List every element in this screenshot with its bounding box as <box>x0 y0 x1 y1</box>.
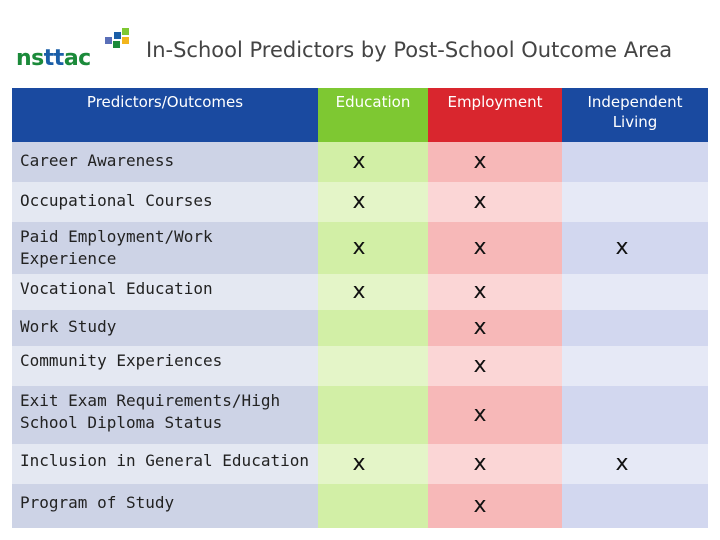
column-header-employment: Employment <box>428 88 562 142</box>
outcome-mark: x <box>473 279 487 304</box>
table-cell-bg <box>428 484 562 528</box>
table-cell-bg <box>428 444 562 484</box>
table-cell-bg <box>318 274 428 310</box>
logo-square-icon <box>122 37 129 44</box>
row-label: Community Experiences <box>20 351 223 370</box>
header-corner-label: Predictors/Outcomes <box>86 93 244 111</box>
row-label: Exit Exam Requirements/High School Diplo… <box>20 391 281 432</box>
table-cell-bg <box>562 346 708 386</box>
outcome-mark: x <box>473 189 487 214</box>
row-label: Career Awareness <box>20 151 175 170</box>
row-label: Inclusion in General Education <box>20 451 309 470</box>
page-title: In-School Predictors by Post-School Outc… <box>146 38 673 62</box>
row-label: Work Study <box>20 317 117 336</box>
table-cell-bg <box>318 182 428 222</box>
table-cell-bg <box>428 310 562 346</box>
row-label: Program of Study <box>20 493 175 512</box>
table-cell-bg <box>562 142 708 182</box>
table-cell-bg <box>562 274 708 310</box>
table-cell-bg <box>318 484 428 528</box>
outcome-mark: x <box>473 493 487 518</box>
table-cell-bg <box>562 222 708 274</box>
outcome-mark: x <box>615 451 629 476</box>
logo-square-icon <box>114 32 121 39</box>
outcome-mark: x <box>473 353 487 378</box>
outcome-mark: x <box>473 402 487 427</box>
table-cell-bg <box>428 274 562 310</box>
nsttac-logo: nsttac <box>16 24 136 74</box>
table-cell-bg <box>428 182 562 222</box>
outcome-mark: x <box>473 315 487 340</box>
column-header-education: Education <box>318 88 428 142</box>
outcome-mark: x <box>473 451 487 476</box>
table-cell-bg <box>562 386 708 444</box>
table-cell-bg <box>318 386 428 444</box>
table-cell-bg <box>428 142 562 182</box>
logo-text: nsttac <box>16 46 91 71</box>
outcome-mark: x <box>352 149 366 174</box>
outcome-mark: x <box>473 149 487 174</box>
predictors-table: Predictors/Outcomes Education Employment… <box>12 88 708 528</box>
table-cell-bg <box>562 182 708 222</box>
table-cell-bg <box>318 142 428 182</box>
table-cell-bg <box>562 310 708 346</box>
outcome-mark: x <box>352 235 366 260</box>
table-cell-bg <box>562 484 708 528</box>
column-header-independent-living: Independent Living <box>562 88 708 142</box>
outcome-mark: x <box>473 235 487 260</box>
table-cell-bg <box>428 346 562 386</box>
table-cell-bg <box>428 386 562 444</box>
row-label: Vocational Education <box>20 279 213 298</box>
outcome-mark: x <box>352 451 366 476</box>
outcome-mark: x <box>352 189 366 214</box>
outcome-mark: x <box>615 235 629 260</box>
logo-square-icon <box>105 37 112 44</box>
table-cell-bg <box>318 444 428 484</box>
table-cell-bg <box>562 444 708 484</box>
outcome-mark: x <box>352 279 366 304</box>
table-cell-bg <box>318 310 428 346</box>
table-cell-bg <box>318 346 428 386</box>
table-cell-bg <box>318 222 428 274</box>
logo-square-icon <box>113 41 120 48</box>
table-cell-bg <box>428 222 562 274</box>
row-label: Paid Employment/Work Experience <box>20 227 213 268</box>
row-label: Occupational Courses <box>20 191 213 210</box>
logo-square-icon <box>122 28 129 35</box>
